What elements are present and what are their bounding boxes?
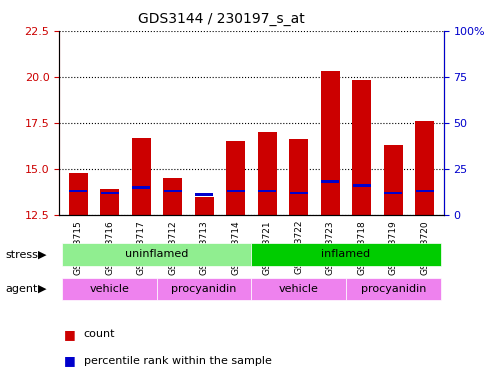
Bar xyxy=(258,132,277,215)
Bar xyxy=(132,186,150,189)
Bar xyxy=(164,190,181,192)
Bar xyxy=(100,189,119,215)
Text: inflamed: inflamed xyxy=(321,249,371,260)
Text: ■: ■ xyxy=(64,328,76,341)
Bar xyxy=(195,197,213,215)
Text: ▶: ▶ xyxy=(37,250,46,260)
Bar xyxy=(384,192,402,194)
Bar xyxy=(384,145,403,215)
FancyBboxPatch shape xyxy=(62,278,157,300)
Text: ▶: ▶ xyxy=(37,284,46,294)
Text: vehicle: vehicle xyxy=(90,284,130,294)
Text: stress: stress xyxy=(5,250,38,260)
Text: count: count xyxy=(84,329,115,339)
Bar xyxy=(258,190,276,192)
FancyBboxPatch shape xyxy=(157,278,251,300)
Bar xyxy=(352,81,371,215)
Bar xyxy=(195,194,213,196)
Bar xyxy=(290,192,308,194)
Bar xyxy=(415,121,434,215)
Bar xyxy=(321,180,339,183)
Text: ■: ■ xyxy=(64,354,76,367)
FancyBboxPatch shape xyxy=(251,243,441,266)
Bar xyxy=(101,192,119,194)
Bar xyxy=(69,190,87,192)
Text: uninflamed: uninflamed xyxy=(125,249,188,260)
Bar xyxy=(69,173,88,215)
Bar xyxy=(321,71,340,215)
Bar xyxy=(226,141,245,215)
Text: vehicle: vehicle xyxy=(279,284,318,294)
Bar xyxy=(353,184,371,187)
Text: procyanidin: procyanidin xyxy=(360,284,426,294)
Text: agent: agent xyxy=(5,284,37,294)
Bar xyxy=(227,190,245,192)
FancyBboxPatch shape xyxy=(62,243,251,266)
FancyBboxPatch shape xyxy=(251,278,346,300)
FancyBboxPatch shape xyxy=(346,278,441,300)
Text: GDS3144 / 230197_s_at: GDS3144 / 230197_s_at xyxy=(139,12,305,25)
Bar xyxy=(416,190,434,192)
Text: percentile rank within the sample: percentile rank within the sample xyxy=(84,356,272,366)
Bar xyxy=(132,137,150,215)
Bar xyxy=(163,178,182,215)
Bar xyxy=(289,139,308,215)
Text: procyanidin: procyanidin xyxy=(172,284,237,294)
